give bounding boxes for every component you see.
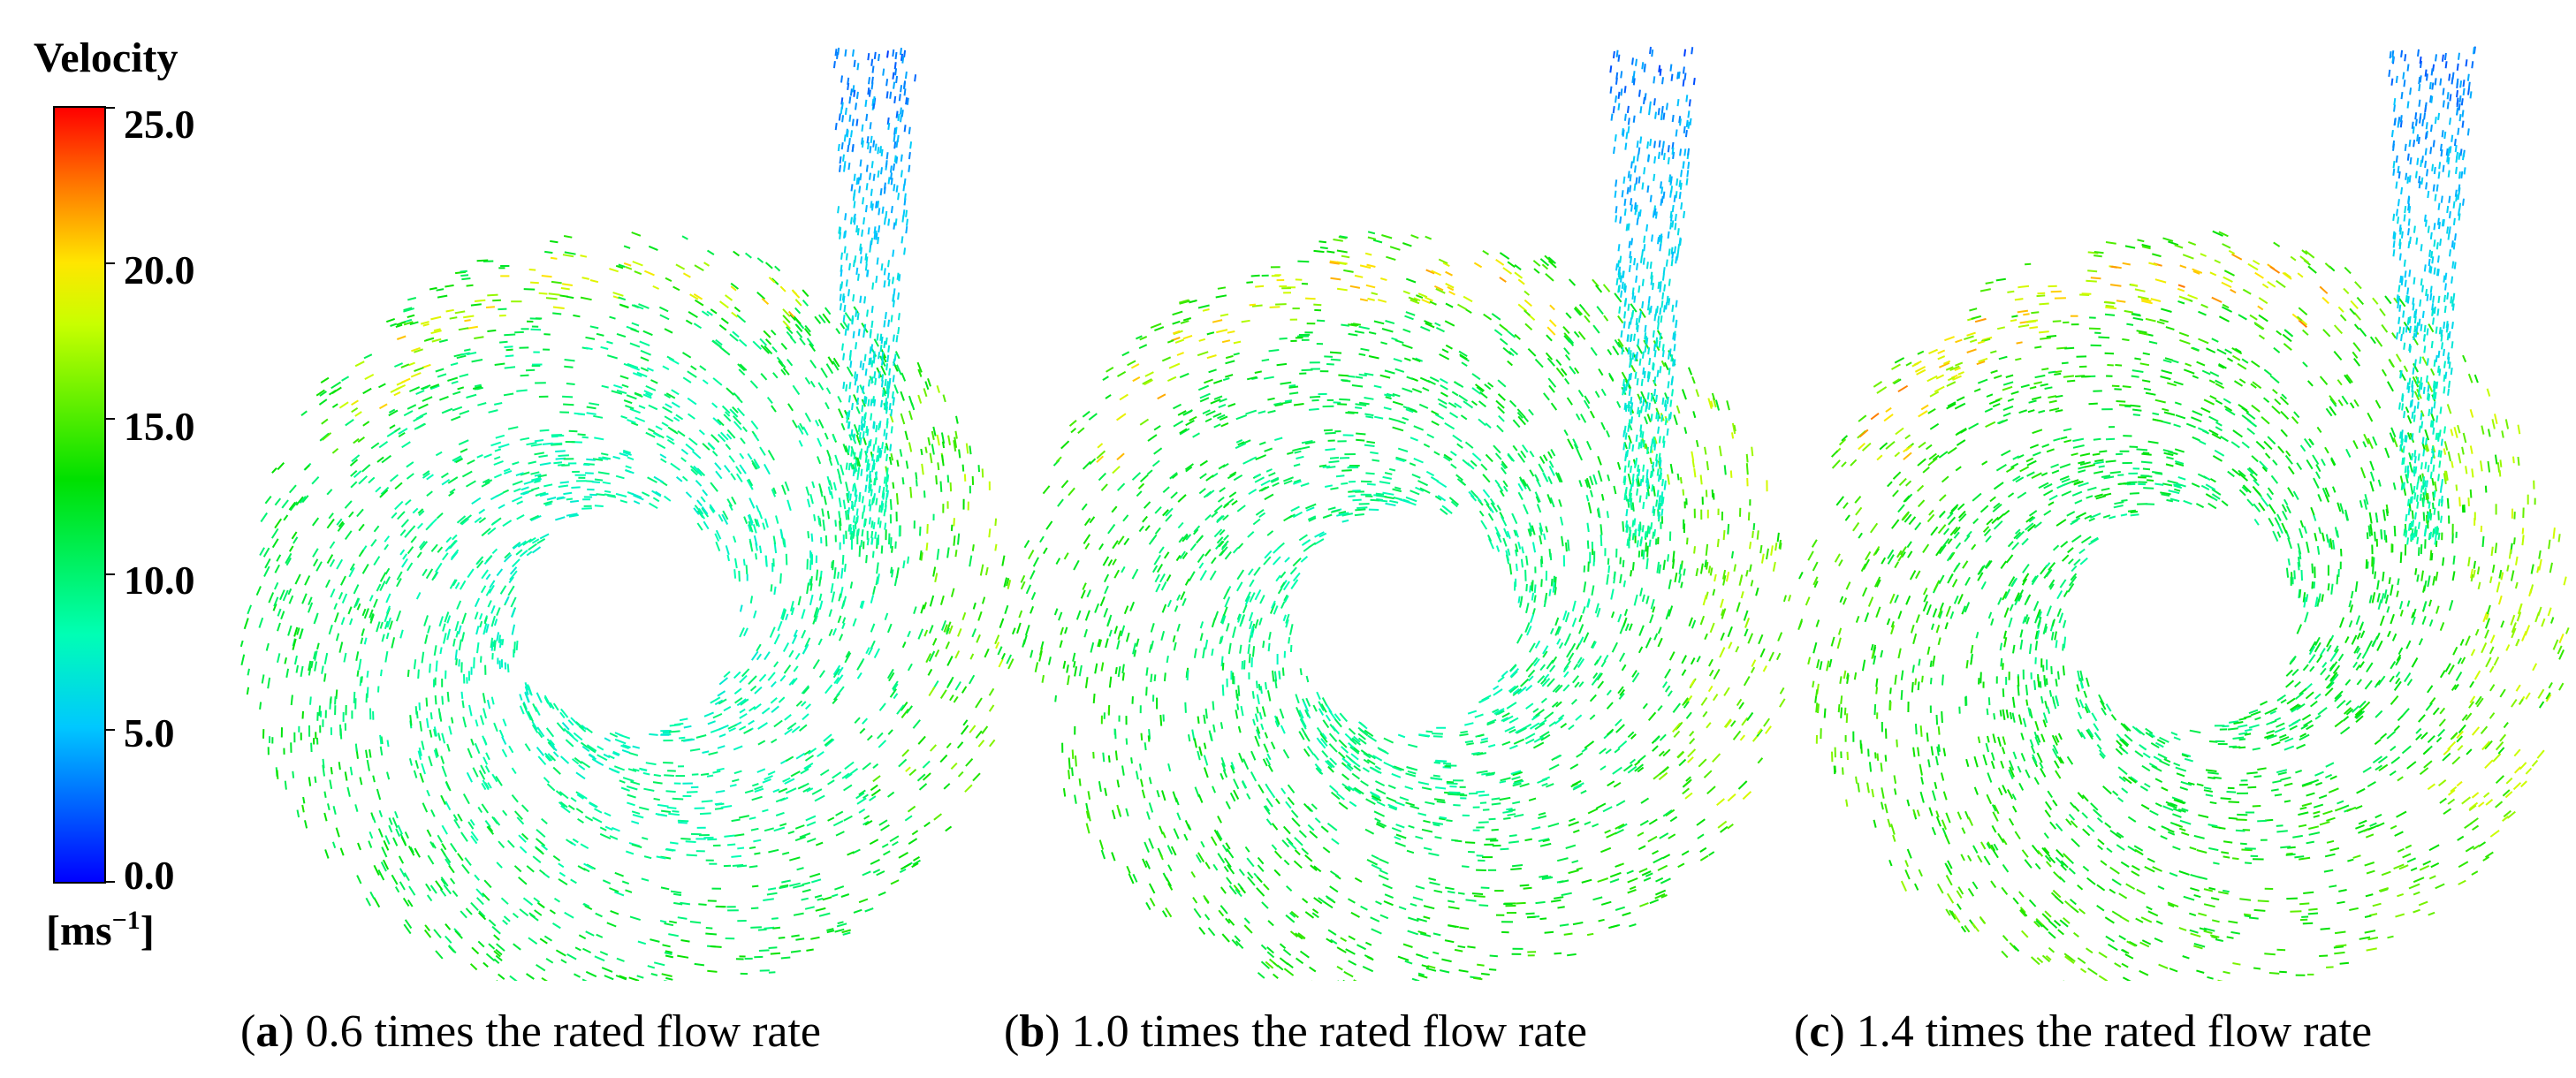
tick-label-0: 0.0: [124, 853, 175, 898]
legend-title: Velocity: [34, 34, 179, 81]
panel-b: [981, 18, 1829, 981]
tick-label-5: 5.0: [124, 710, 175, 755]
vector-field-panel-a: [239, 47, 1016, 981]
unit-label: [ms−1]: [46, 906, 155, 954]
panel-a: [203, 18, 1052, 981]
tick-mark: [106, 881, 115, 883]
tick-mark: [106, 262, 115, 264]
tick-mark: [106, 418, 115, 420]
caption-a: (a) 0.6 times the rated flow rate: [240, 1006, 822, 1057]
tick-label-20: 20.0: [124, 247, 195, 292]
tick-mark: [106, 107, 115, 109]
tick-label-10: 10.0: [124, 558, 195, 603]
vector-field-panel-b: [1016, 46, 1792, 981]
tick-label-25: 25.0: [124, 102, 195, 147]
caption-b: (b) 1.0 times the rated flow rate: [1004, 1006, 1587, 1057]
tick-label-15: 15.0: [124, 404, 195, 449]
vector-field-panel-c: [1797, 46, 2570, 981]
tick-mark: [106, 573, 115, 575]
caption-c: (c) 1.4 times the rated flow rate: [1794, 1006, 2373, 1057]
velocity-colorbar: [53, 106, 106, 884]
panel-c: [1759, 18, 2576, 981]
tick-mark: [106, 729, 115, 731]
